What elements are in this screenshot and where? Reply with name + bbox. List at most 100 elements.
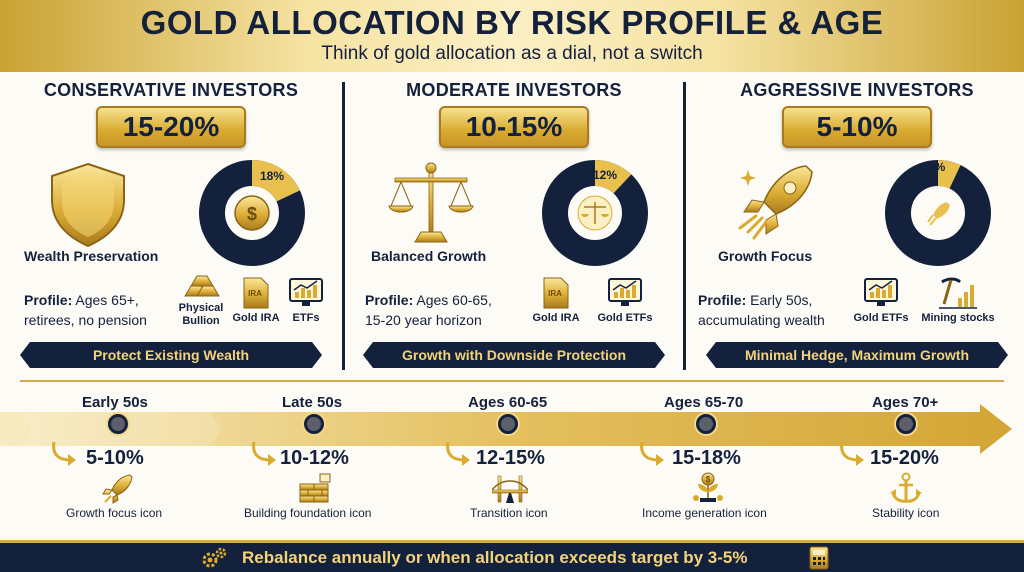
asset-label: Physical Bullion [178,302,224,327]
stage-range: 12-15% [476,447,545,469]
allocation-badge: 10-15% [439,106,589,148]
strategy-banner: Protect Existing Wealth [20,342,322,368]
section-divider [20,380,1004,382]
allocation-badge: 5-10% [782,106,932,148]
gears-icon [202,547,227,568]
donut-percent-label: 18% [260,169,285,183]
column-heading: AGGRESSIVE INVESTORS [740,80,974,100]
brick-wall-icon [299,473,331,503]
ira-document-icon: IRA [543,277,569,309]
scales-icon [388,162,474,243]
asset-label: Gold IRA [532,312,580,324]
asset-item: Physical Bullion [174,268,228,328]
svg-text:$: $ [247,204,257,224]
gold-allocation-slice [251,160,300,203]
curved-arrow-icon [640,441,664,466]
pickaxe-chart-icon [939,277,977,309]
coin-icon [234,195,270,231]
asset-item: ETFs [284,276,328,325]
asset-item: IRA Gold IRA [230,276,282,325]
asset-label: Mining stocks [921,312,995,324]
asset-item: Gold ETFs [848,276,914,325]
asset-item: IRA Gold IRA [531,276,581,325]
stage-age: Ages 60-65 [468,394,548,411]
asset-item: Gold ETFs [593,276,657,325]
chart-monitor-icon [289,278,323,306]
stage-age: Ages 70+ [872,394,939,411]
profile-text: Ages 60-65, 15-20 year horizon [365,292,492,328]
profile-column-moderate: MODERATE INVESTORS 10-15% Balanced Growt… [345,76,683,372]
footer-band: Rebalance annually or when allocation ex… [0,540,1024,572]
focus-label: Wealth Preservation [24,248,159,264]
stage-marker [304,414,324,434]
profile-text: Ages 65+, retirees, no pension [24,292,147,328]
money-plant-icon: $ [693,472,723,502]
stage-caption: Stability icon [872,506,940,520]
stage-caption: Growth focus icon [66,506,163,520]
mini-rocket-icon [932,201,951,220]
profile-description: Profile: Ages 60-65, 15-20 year horizon [365,290,515,330]
stage-caption: Transition icon [470,506,548,520]
stage-marker [696,414,716,434]
stage-range: 5-10% [86,447,144,469]
profile-text: Early 50s, accumulating wealth [698,292,825,328]
profile-label: Profile: [698,292,747,308]
stage-age: Early 50s [82,394,148,411]
page-subtitle: Think of gold allocation as a dial, not … [321,43,703,64]
profile-column-aggressive: AGGRESSIVE INVESTORS 5-10% Growth Focus … [688,76,1024,372]
asset-label: Gold ETFs [597,312,653,324]
profile-description: Profile: Early 50s, accumulating wealth [698,290,858,330]
gold-allocation-slice [937,160,961,189]
shield-icon [51,162,125,248]
donut-percent-label: 7% [928,160,946,174]
calculator-icon [809,546,829,570]
footer-rebalance-text: Rebalance annually or when allocation ex… [242,548,748,567]
allocation-donut [542,160,648,266]
stage-caption: Income generation icon [642,506,767,520]
column-heading: MODERATE INVESTORS [406,80,622,100]
curved-arrow-icon [840,441,864,466]
profile-description: Profile: Ages 65+, retirees, no pension [24,290,184,330]
strategy-banner: Minimal Hedge, Maximum Growth [706,342,1008,368]
header-band: GOLD ALLOCATION BY RISK PROFILE & AGE Th… [0,0,1024,72]
svg-text:IRA: IRA [248,289,262,298]
allocation-donut: $ [199,160,305,266]
strategy-banner: Growth with Downside Protection [363,342,665,368]
allocation-badge: 15-20% [96,106,246,148]
donut-percent-label: 12% [593,168,618,182]
focus-label: Balanced Growth [371,248,487,264]
page-title: GOLD ALLOCATION BY RISK PROFILE & AGE [140,4,884,41]
curved-arrow-icon [252,441,276,466]
stage-caption: Building foundation icon [244,506,372,520]
svg-text:$: $ [706,475,711,484]
gold-allocation-slice [594,160,632,194]
svg-text:IRA: IRA [548,289,562,298]
stage-age: Ages 65-70 [664,394,744,411]
stage-range: 15-20% [870,447,939,469]
stage-range: 15-18% [672,447,741,469]
stage-marker [896,414,916,434]
allocation-donut [885,160,991,266]
profile-label: Profile: [24,292,73,308]
chart-monitor-icon [608,278,642,306]
curved-arrow-icon [52,441,76,466]
curved-arrow-icon [446,441,470,466]
stage-marker [108,414,128,434]
rocket-icon [102,474,133,504]
profile-column-conservative: CONSERVATIVE INVESTORS 15-20% Wealth Pre… [2,76,340,372]
column-heading: CONSERVATIVE INVESTORS [43,80,299,100]
column-divider [342,82,345,370]
focus-label: Growth Focus [718,248,813,264]
stage-range: 10-12% [280,447,349,469]
stage-marker [498,414,518,434]
ira-document-icon: IRA [243,277,269,309]
stage-age: Late 50s [282,394,343,411]
asset-label: Gold ETFs [853,312,909,324]
gold-bars-icon [184,275,220,297]
asset-item: Mining stocks [918,276,998,325]
bridge-icon [492,475,528,503]
rocket-icon [738,165,813,240]
chart-monitor-icon [864,278,898,306]
anchor-icon [890,472,922,503]
asset-label: Gold IRA [232,312,280,324]
